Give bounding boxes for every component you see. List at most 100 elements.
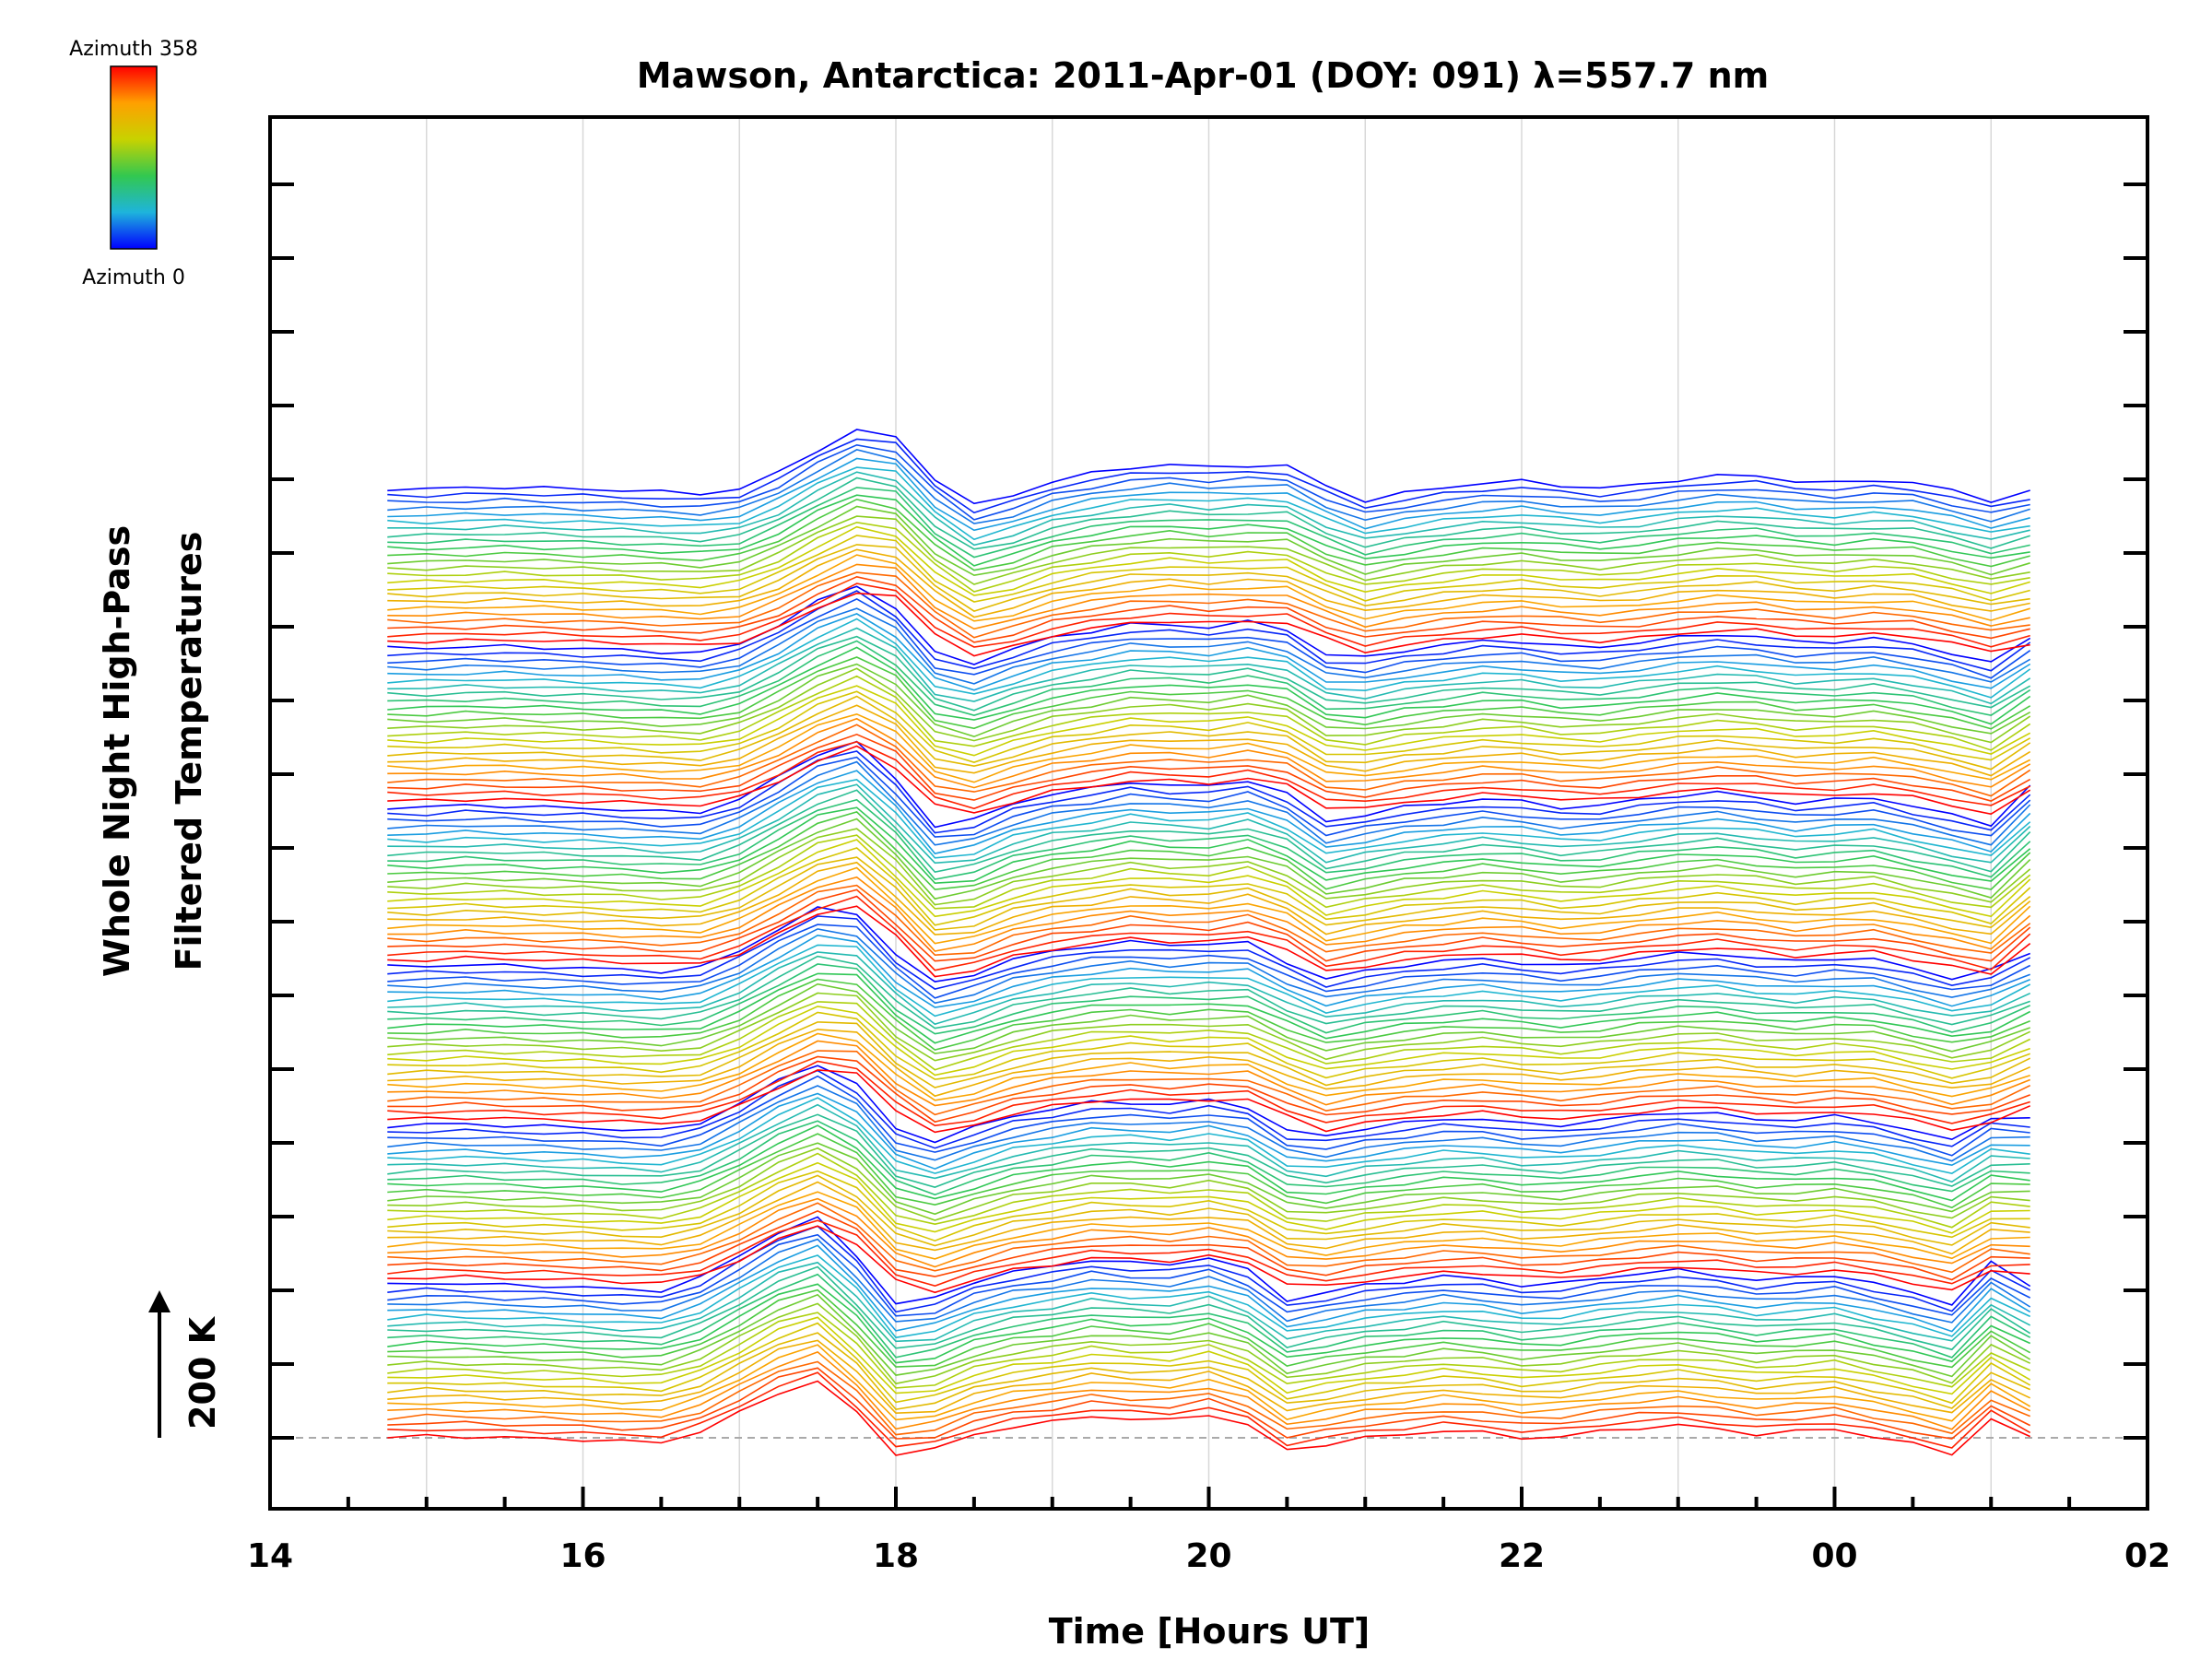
temperature-trace xyxy=(387,828,2031,906)
temperature-trace xyxy=(387,1174,2030,1247)
temperature-trace xyxy=(387,521,2030,593)
temperature-trace xyxy=(387,1050,2031,1116)
temperature-trace xyxy=(387,1069,2031,1134)
temperature-trace xyxy=(387,1273,2031,1359)
temperature-trace xyxy=(387,544,2030,612)
y-axis-label-line1: Whole Night High-Pass xyxy=(97,525,137,977)
temperature-trace xyxy=(387,905,2031,978)
temperature-trace xyxy=(387,438,2030,514)
temperature-trace xyxy=(387,955,2030,1030)
scale-bar: 200 K xyxy=(148,1290,223,1438)
temperature-trace xyxy=(387,1085,2030,1162)
temperature-trace xyxy=(387,856,2031,931)
x-axis-tick-labels: 14 16 18 20 22 00 02 xyxy=(247,1537,2171,1575)
temperature-trace xyxy=(387,934,2031,1008)
colorbar-bottom-label: Azimuth 0 xyxy=(82,266,185,289)
temperature-trace xyxy=(387,1344,2031,1422)
temperature-trace xyxy=(387,1113,2030,1188)
temperature-trace xyxy=(387,811,2031,890)
temperature-trace xyxy=(387,834,2031,910)
temperature-trace xyxy=(387,690,2031,763)
temperature-trace xyxy=(387,685,2031,757)
temperature-trace xyxy=(387,1021,2031,1088)
temperature-trace xyxy=(387,992,2031,1062)
temperature-trace xyxy=(387,1371,2031,1449)
temperature-trace xyxy=(387,1225,2030,1294)
plot-area: 14 16 18 20 22 00 02 xyxy=(247,115,2171,1575)
temperature-trace xyxy=(387,607,2031,685)
temperature-trace xyxy=(387,978,2030,1051)
temperature-trace xyxy=(387,1265,2031,1351)
temperature-trace xyxy=(387,429,2030,505)
temperature-trace xyxy=(387,505,2030,577)
temperature-trace xyxy=(387,1293,2031,1378)
temperature-trace xyxy=(387,1350,2031,1430)
temperature-trace xyxy=(387,477,2030,550)
temperature-trace xyxy=(387,471,2030,547)
temperature-trace xyxy=(387,663,2031,738)
colorbar-gradient xyxy=(110,65,158,250)
temperature-trace xyxy=(387,590,2031,672)
temperature-trace xyxy=(387,884,2031,957)
temperature-trace xyxy=(387,733,2031,802)
temperature-trace xyxy=(387,1029,2031,1098)
temperature-trace xyxy=(387,1006,2030,1077)
y-axis-ticks xyxy=(270,182,2147,1440)
temperature-trace xyxy=(387,640,2031,717)
temperature-trace xyxy=(387,866,2031,945)
x-axis-label: Time [Hours UT] xyxy=(1049,1611,1371,1652)
temperature-trace xyxy=(387,963,2031,1035)
temperature-trace xyxy=(387,635,2031,712)
temperature-trace xyxy=(387,1032,2030,1101)
temperature-trace xyxy=(387,1124,2030,1202)
x-tick-label: 20 xyxy=(1185,1537,1231,1575)
temperature-trace xyxy=(387,1011,2030,1080)
temperature-trace xyxy=(387,1075,2030,1157)
temperature-trace xyxy=(387,1210,2030,1281)
temperature-trace xyxy=(387,656,2031,730)
temperature-trace xyxy=(387,457,2030,532)
temperature-trace xyxy=(387,498,2030,571)
temperature-trace xyxy=(387,1216,2031,1306)
temperature-trace xyxy=(387,789,2031,873)
temperature-trace xyxy=(387,613,2031,691)
temperature-trace xyxy=(387,646,2031,725)
temperature-trace xyxy=(387,1302,2031,1385)
temperature-trace xyxy=(387,717,2031,789)
temperature-trace xyxy=(387,618,2031,699)
temperature-trace xyxy=(387,924,2031,999)
temperature-trace xyxy=(387,1244,2031,1333)
temperature-trace xyxy=(387,1339,2031,1415)
temperature-trace xyxy=(387,876,2031,952)
temperature-trace xyxy=(387,806,2031,885)
temperature-trace xyxy=(387,667,2031,744)
temperature-trace xyxy=(387,1225,2031,1313)
temperature-trace xyxy=(387,1332,2031,1411)
temperature-trace xyxy=(387,592,2030,657)
temperature-trace xyxy=(387,443,2030,521)
temperature-trace xyxy=(387,1380,2031,1456)
temperature-trace xyxy=(387,1069,2030,1149)
x-tick-label: 00 xyxy=(1811,1537,1857,1575)
temperature-trace xyxy=(387,1142,2030,1216)
temperature-trace xyxy=(387,839,2031,918)
temperature-trace xyxy=(387,548,2030,618)
temperature-traces xyxy=(387,429,2031,1456)
colorbar: Azimuth 358 Azimuth 0 xyxy=(69,38,198,289)
x-axis-ticks xyxy=(268,1487,2149,1509)
temperature-trace xyxy=(387,466,2030,541)
scale-label: 200 K xyxy=(182,1315,223,1430)
temperature-trace xyxy=(387,571,2030,639)
temperature-trace xyxy=(387,1147,2030,1221)
temperature-trace xyxy=(387,982,2030,1054)
temperature-trace xyxy=(387,756,2031,838)
temperature-trace xyxy=(387,1219,2030,1288)
temperature-trace xyxy=(387,582,2030,648)
temperature-trace xyxy=(387,535,2030,603)
temperature-trace xyxy=(387,563,2030,630)
temperature-trace xyxy=(387,1065,2030,1144)
temperature-trace xyxy=(387,1133,2030,1209)
colorbar-top-label: Azimuth 358 xyxy=(69,38,198,61)
temperature-trace xyxy=(387,449,2030,524)
